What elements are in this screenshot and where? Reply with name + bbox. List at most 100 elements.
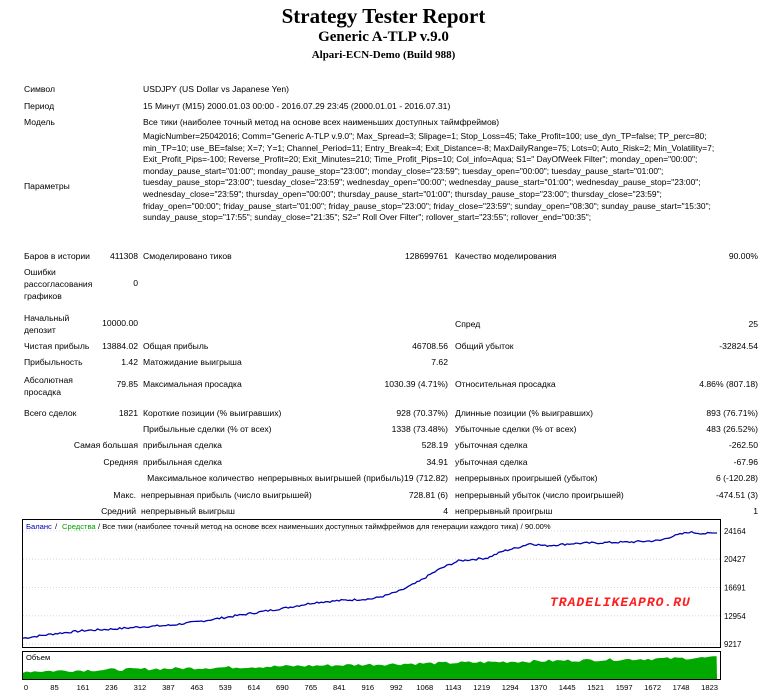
gross-loss-value: -32824.54	[719, 341, 758, 351]
x-tick-label: 1294	[502, 683, 519, 692]
gross-loss-label: Общий убыток	[455, 341, 514, 351]
x-tick-label: 539	[219, 683, 232, 692]
volume-label: Объем	[26, 653, 50, 662]
average-profit-value: 34.91	[426, 457, 448, 467]
model-label: Модель	[24, 117, 55, 127]
x-tick-label: 1445	[559, 683, 576, 692]
x-tick-label: 161	[77, 683, 90, 692]
errors-value: 0	[133, 278, 138, 288]
x-tick-label: 1143	[445, 683, 461, 692]
y-tick-label: 20427	[724, 555, 746, 564]
server-name: Alpari-ECN-Demo (Build 988)	[311, 49, 456, 61]
expected-payoff-value: 7.62	[431, 357, 448, 367]
largest-profit-label: прибыльная сделка	[143, 440, 222, 450]
y-tick-label: 12954	[724, 612, 746, 621]
largest-label: Самая большая	[73, 440, 138, 450]
loss-trades-value: 483 (26.52%)	[706, 424, 758, 434]
legend-balance: Баланс	[26, 522, 52, 531]
max-cons-wins-value: 19 (712.82)	[404, 473, 448, 483]
x-tick-label: 690	[276, 683, 289, 692]
params-value: MagicNumber=25042016; Comm="Generic A-TL…	[143, 131, 715, 223]
strategy-name: Generic A-TLP v.9.0	[318, 29, 449, 45]
profit-trades-value: 1338 (73.48%)	[391, 424, 448, 434]
largest-loss-label: убыточная сделка	[455, 440, 528, 450]
params-label: Параметры	[24, 181, 70, 191]
rel-drawdown-value: 4.86% (807.18)	[699, 379, 758, 389]
symbol-value: USDJPY (US Dollar vs Japanese Yen)	[143, 84, 290, 94]
avg-cons-wins-value: 4	[443, 506, 448, 516]
deposit-value: 10000.00	[102, 318, 138, 328]
average-loss-label: убыточная сделка	[455, 457, 528, 467]
period-label: Период	[24, 101, 55, 111]
x-tick-label: 1823	[701, 683, 718, 692]
max-cons-losses-value: 6 (-120.28)	[715, 473, 758, 483]
net-profit-label: Чистая прибыль	[24, 341, 90, 351]
x-tick-label: 1597	[616, 683, 633, 692]
largest-loss-value: -262.50	[728, 440, 758, 450]
avg-cons-losses-value: 1	[753, 506, 758, 516]
x-tick-label: 1219	[473, 683, 490, 692]
average-label: Средняя	[103, 457, 138, 467]
largest-profit-value: 528.19	[421, 440, 448, 450]
grid-lines	[23, 530, 720, 645]
x-tick-label: 1068	[416, 683, 433, 692]
x-tick-label: 916	[361, 683, 374, 692]
errors-label: Ошибки рассогласования графиков	[24, 267, 93, 301]
bars-label: Баров в истории	[24, 251, 90, 261]
long-positions-label: Длинные позиции (% выигравших)	[455, 408, 594, 418]
expected-payoff-label: Матожидание выигрыша	[143, 357, 242, 367]
long-positions-value: 893 (76.71%)	[706, 408, 758, 418]
max-cons-profit-value: 728.81 (6)	[408, 490, 448, 500]
total-trades-value: 1821	[118, 408, 138, 418]
max-count-label: Максимальное количество	[147, 473, 254, 483]
max-cons-wins-label: непрерывных выигрышей (прибыль)	[258, 473, 404, 483]
x-tick-label: 463	[191, 683, 204, 692]
short-positions-value: 928 (70.37%)	[396, 408, 448, 418]
x-tick-label: 0	[24, 683, 28, 692]
y-tick-label: 16691	[724, 583, 746, 592]
ticks-value: 128699761	[404, 251, 448, 261]
x-tick-label: 387	[162, 683, 175, 692]
x-tick-label: 1370	[530, 683, 547, 692]
legend-rest: / Все тики (наиболее точный метод на осн…	[98, 522, 551, 531]
x-axis-ticks: 0 85 161 236 312 387 463 539 614 690 765 841 916 992 1…	[24, 683, 718, 692]
symbol-label: Символ	[24, 84, 55, 94]
max-label: Макс.	[113, 490, 136, 500]
max-drawdown-label: Максимальная просадка	[143, 379, 242, 389]
y-tick-label: 24164	[724, 527, 746, 536]
x-tick-label: 1672	[644, 683, 661, 692]
quality-value: 90.00%	[728, 251, 758, 261]
y-axis-ticks: 24164 20427 16691 12954 9217	[724, 527, 746, 649]
model-value: Все тики (наиболее точный метод на основ…	[143, 117, 500, 127]
average-profit-label: прибыльная сделка	[143, 457, 222, 467]
volume-series	[23, 656, 717, 679]
total-trades-label: Всего сделок	[24, 408, 77, 418]
profit-factor-value: 1.42	[121, 357, 138, 367]
chart-legend: Баланс / Средства / Все тики (наиболее т…	[26, 522, 551, 531]
max-cons-profit-label: непрерывная прибыль (число выигрышей)	[141, 490, 312, 500]
report-title: Strategy Tester Report	[281, 4, 486, 28]
abs-drawdown-label: Абсолютная просадка	[24, 375, 73, 397]
x-tick-label: 85	[50, 683, 58, 692]
profit-trades-label: Прибыльные сделки (% от всех)	[143, 424, 272, 434]
x-tick-label: 841	[333, 683, 346, 692]
x-tick-label: 1521	[587, 683, 604, 692]
period-value: 15 Минут (M15) 2000.01.03 00:00 - 2016.0…	[143, 101, 451, 111]
avg-cons-wins-label: непрерывный выигрыш	[141, 506, 235, 516]
avg-label: Средний	[101, 506, 136, 516]
balance-series	[22, 530, 717, 639]
bars-value: 411308	[109, 251, 138, 261]
y-tick-label: 9217	[724, 640, 741, 649]
average-loss-value: -67.96	[733, 457, 758, 467]
quality-label: Качество моделирования	[455, 251, 557, 261]
spread-value: 25	[748, 319, 758, 329]
gross-profit-value: 46708.56	[412, 341, 448, 351]
abs-drawdown-value: 79.85	[116, 379, 138, 389]
max-cons-loss-value: -474.51 (3)	[715, 490, 758, 500]
loss-trades-label: Убыточные сделки (% от всех)	[455, 424, 577, 434]
short-positions-label: Короткие позиции (% выигравших)	[143, 408, 282, 418]
max-cons-losses-label: непрерывных проигрышей (убыток)	[455, 473, 598, 483]
deposit-label: Начальный депозит	[24, 313, 70, 335]
x-tick-label: 236	[105, 683, 118, 692]
legend-sep: /	[55, 522, 58, 531]
